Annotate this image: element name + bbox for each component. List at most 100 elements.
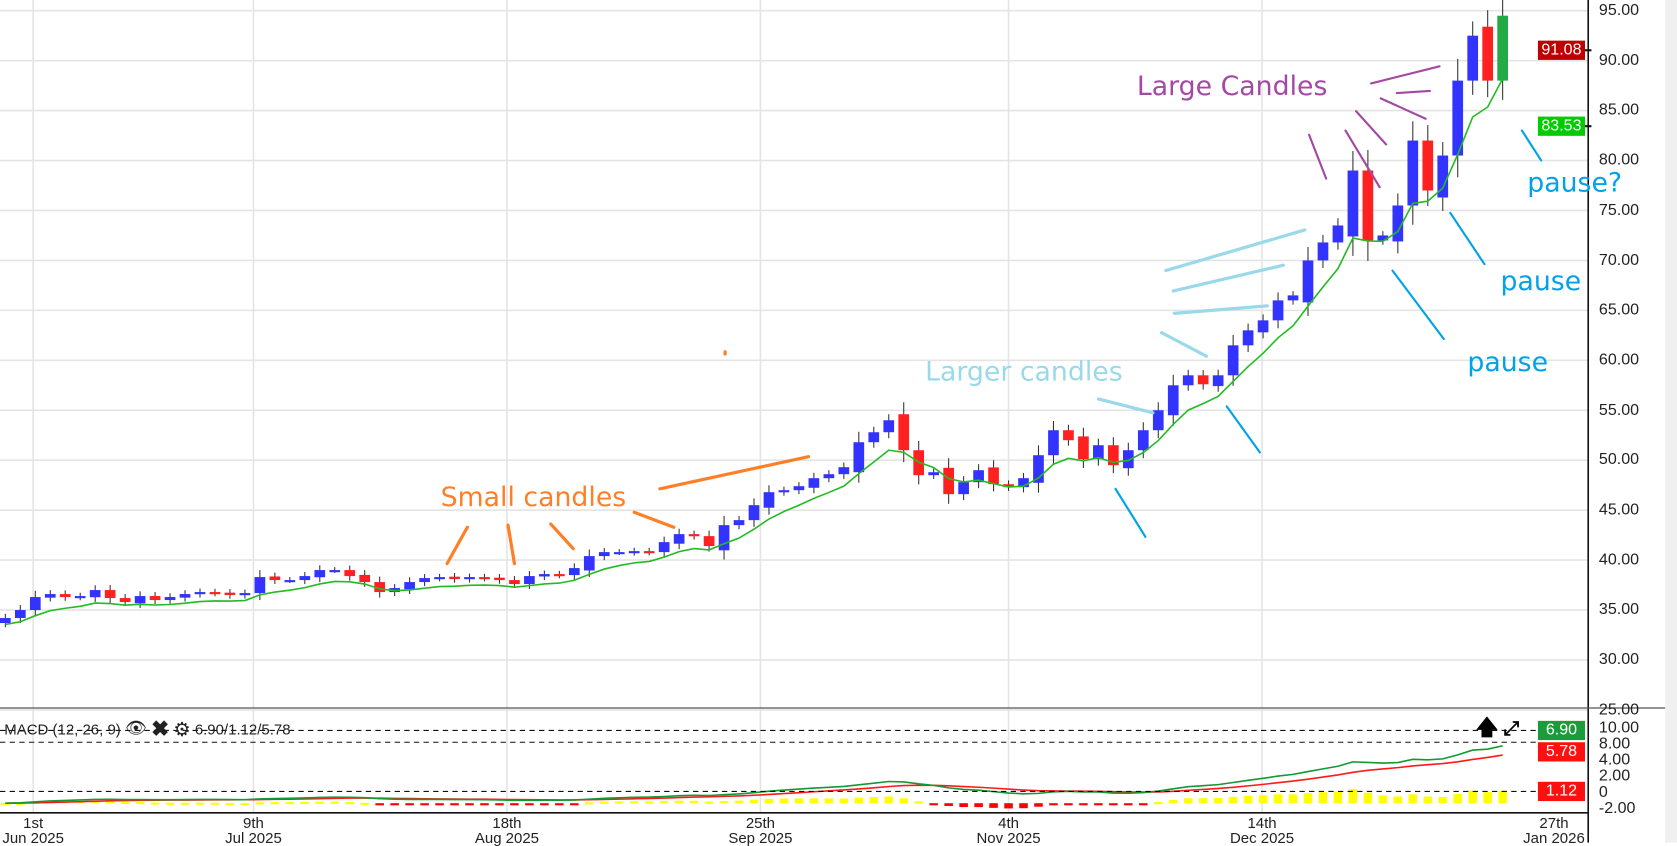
- tick-month: Sep 2025: [728, 828, 793, 846]
- candle-body: [1063, 430, 1074, 441]
- macd-histogram-bar: [285, 802, 295, 805]
- macd-label: MACD (12, 26, 9): [4, 720, 121, 738]
- macd-histogram-bar: [899, 798, 909, 804]
- candle-body: [494, 577, 505, 581]
- macd-histogram-bar: [255, 802, 265, 805]
- price-tick-label: 45.00: [1598, 500, 1640, 519]
- eye-icon[interactable]: 👁: [125, 719, 147, 738]
- candle-body: [104, 590, 116, 599]
- gear-icon[interactable]: ⚙: [173, 718, 191, 741]
- macd-histogram-bar: [1049, 803, 1058, 806]
- macd-histogram-bar: [585, 802, 594, 805]
- price-tick-label: 65.00: [1598, 300, 1640, 319]
- macd-histogram-bar: [1, 803, 10, 806]
- candle-body: [1302, 260, 1314, 303]
- expand-icon[interactable]: ⤢: [1503, 717, 1520, 740]
- macd-histogram-bar: [1168, 799, 1178, 804]
- macd-tick-label: 0: [1598, 782, 1608, 802]
- macd-histogram-bar: [435, 803, 444, 806]
- candle-body: [1227, 345, 1239, 376]
- annotation-large-candles: Large Candles: [1136, 70, 1328, 102]
- macd-histogram-bar: [839, 798, 849, 804]
- tick-day: 4th: [998, 813, 1019, 832]
- candle-body: [269, 576, 281, 581]
- macd-tick-label: 10.00: [1598, 718, 1640, 737]
- candle-body: [1482, 26, 1494, 81]
- macd-histogram-bar: [390, 803, 399, 806]
- move-up-icon[interactable]: 🡅: [1475, 716, 1498, 741]
- candle-body: [583, 556, 595, 571]
- macd-histogram-bar: [1423, 796, 1433, 804]
- macd-histogram-bar: [315, 801, 325, 804]
- candle-body: [793, 486, 805, 491]
- macd-histogram-bar: [1453, 793, 1463, 804]
- candle-body: [134, 596, 146, 604]
- candle-body: [44, 594, 56, 598]
- time-tick-label: 1st Jun 2025: [0, 815, 76, 845]
- candle-body: [1108, 445, 1119, 466]
- candle-body: [613, 552, 625, 555]
- candle-body: [479, 577, 490, 580]
- candle-body: [628, 551, 640, 554]
- close-icon[interactable]: ✖: [151, 717, 169, 742]
- macd-histogram-bar: [764, 798, 774, 804]
- candle-body: [14, 610, 26, 619]
- ema-line: [5, 78, 1504, 626]
- macd-histogram-bar: [674, 800, 684, 804]
- candle-body: [374, 582, 386, 593]
- annotation-line: [1307, 133, 1328, 180]
- macd-header: MACD (12, 26, 9) 👁 ✖ ⚙ 6.90/1.12/5.78: [4, 717, 290, 742]
- candle-body: [718, 525, 730, 551]
- macd-histogram-bar: [1228, 796, 1238, 804]
- price-tick-label: 25.00: [1598, 700, 1640, 719]
- annotation-line: [1344, 129, 1381, 189]
- macd-histogram-bar: [1288, 794, 1298, 804]
- candle-body: [119, 598, 131, 603]
- candle-body: [1362, 170, 1374, 241]
- macd-histogram-bar: [599, 801, 609, 804]
- candle-body: [1347, 170, 1359, 237]
- macd-histogram-bar: [1034, 803, 1043, 807]
- macd-tick-label: 8.00: [1598, 734, 1631, 753]
- macd-histogram-bar: [495, 803, 504, 806]
- candle-body: [1242, 330, 1254, 346]
- candle-body: [74, 596, 86, 599]
- macd-histogram-bar: [135, 802, 145, 805]
- macd-histogram-bar: [704, 801, 714, 804]
- macd-histogram-bar: [1438, 796, 1448, 804]
- candle-body: [1467, 35, 1479, 81]
- tick-month: Dec 2025: [1229, 828, 1295, 846]
- annotation-line: [506, 523, 517, 566]
- macd-histogram-bar: [360, 802, 369, 805]
- macd-histogram-bar: [1498, 790, 1507, 804]
- annotation-line: [1449, 211, 1486, 266]
- candle-body: [1272, 300, 1284, 321]
- tick-day: 18th: [492, 813, 522, 832]
- macd-histogram-bar: [809, 798, 819, 804]
- macd-histogram-bar: [165, 802, 175, 805]
- macd-histogram-bar: [659, 801, 669, 804]
- macd-histogram-bar: [689, 800, 699, 804]
- tick-month: Nov 2025: [976, 828, 1041, 846]
- macd-histogram-bar: [794, 798, 804, 804]
- macd-histogram-bar: [719, 800, 729, 804]
- macd-histogram-bar: [1124, 803, 1133, 806]
- macd-histogram-bar: [629, 801, 639, 804]
- macd-histogram-bar: [614, 801, 624, 804]
- price-tick-label: 70.00: [1598, 250, 1640, 269]
- candle-body: [688, 534, 700, 537]
- candle-body: [179, 594, 191, 598]
- macd-line: [5, 744, 1503, 804]
- candle-body: [0, 618, 11, 624]
- macd-histogram-bar: [1408, 794, 1418, 804]
- candle-body: [314, 570, 326, 578]
- macd-value-badge: 6.90: [1537, 720, 1585, 741]
- candle-body: [404, 582, 415, 590]
- macd-histogram-bar: [1258, 795, 1268, 804]
- gridlines: [0, 0, 1589, 813]
- macd-histogram-bar: [105, 801, 115, 804]
- macd-histogram-bar: [1348, 789, 1358, 804]
